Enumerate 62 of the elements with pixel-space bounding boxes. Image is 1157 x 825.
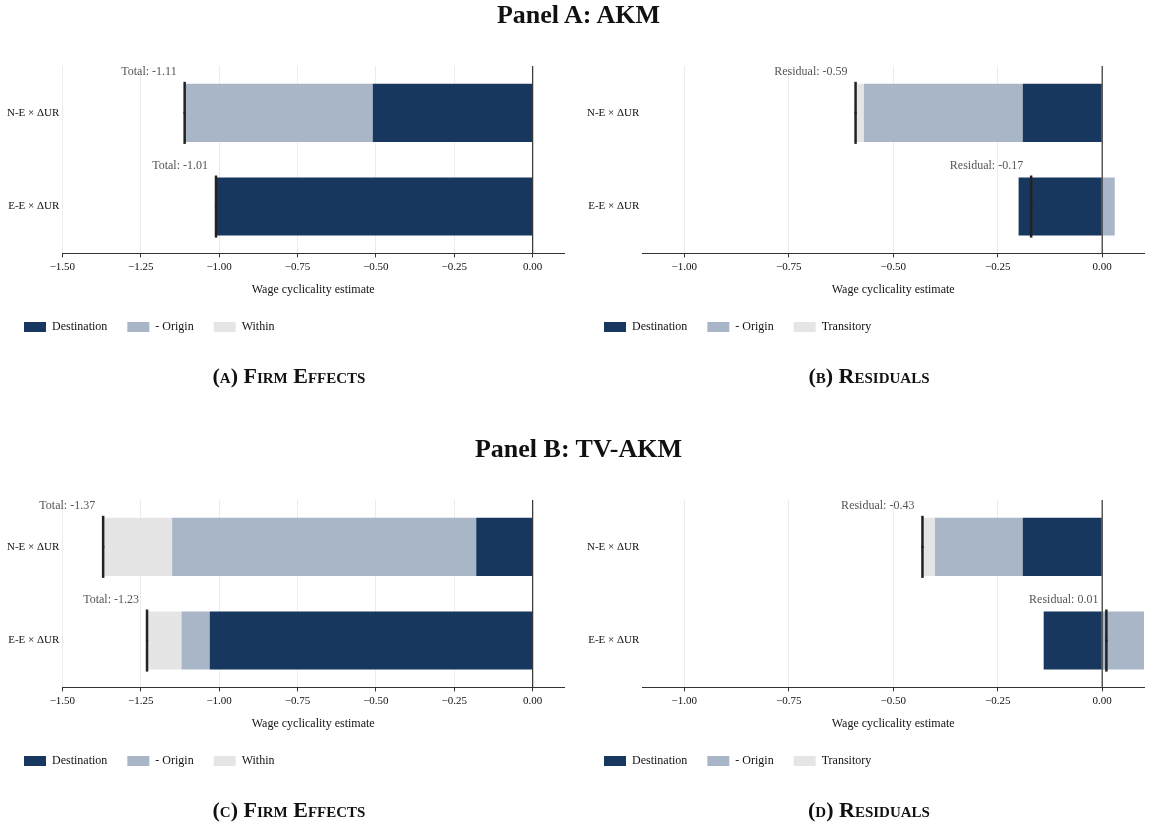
annotation: Residual: -0.43: [841, 497, 915, 512]
legend-label: - Origin: [155, 319, 194, 334]
x-tick-label: 0.00: [1092, 693, 1113, 706]
x-axis-title: Wage cyclicality estimate: [831, 281, 955, 296]
text: (d) Residuals: [807, 797, 931, 823]
x-tick-label: 0.00: [523, 259, 543, 272]
legend-label: - Origin: [155, 753, 194, 768]
x-tick-label: 0.00: [1092, 259, 1113, 272]
legend-label: Within: [241, 319, 275, 334]
y-tick-label: N-E × ΔUR: [6, 539, 61, 552]
text: (a) Firm Effects: [211, 363, 367, 389]
x-tick-label: −0.25: [441, 693, 468, 706]
x-axis-title: Wage cyclicality estimate: [251, 715, 375, 730]
y-tick-label: N-E × ΔUR: [586, 539, 641, 552]
y-tick-label: E-E × ΔUR: [8, 633, 61, 646]
x-tick-label: −1.00: [206, 693, 233, 706]
legend-label: Within: [241, 753, 275, 768]
x-tick-label: −0.50: [363, 259, 390, 272]
x-tick-label: −0.75: [775, 693, 802, 706]
legend-label: Destination: [632, 753, 688, 768]
x-tick-label: −1.25: [128, 693, 154, 706]
x-tick-label: −0.25: [984, 259, 1011, 272]
y-tick-label: E-E × ΔUR: [588, 199, 641, 212]
legend-label: - Origin: [735, 753, 774, 768]
x-tick-label: 0.00: [523, 693, 543, 706]
legend-label: - Origin: [735, 319, 774, 334]
y-tick-label: N-E × ΔUR: [586, 105, 641, 118]
x-tick-label: −1.50: [49, 259, 76, 272]
x-tick-label: −0.50: [363, 693, 390, 706]
x-tick-label: −0.25: [984, 693, 1011, 706]
annotation: Total: -1.23: [83, 591, 140, 606]
x-axis-title: Wage cyclicality estimate: [251, 281, 375, 296]
chart-title: Panel B: TV-AKM: [474, 434, 683, 464]
text: (b) Residuals: [807, 363, 931, 389]
x-tick-label: −0.75: [775, 259, 802, 272]
annotation: Total: -1.01: [152, 157, 208, 172]
x-tick-label: −1.00: [671, 259, 698, 272]
chart-title: Panel A: AKM: [495, 0, 662, 30]
x-tick-label: −1.00: [206, 259, 233, 272]
x-tick-label: −1.00: [671, 693, 698, 706]
legend-label: Destination: [52, 753, 108, 768]
x-tick-label: −0.50: [880, 693, 907, 706]
y-tick-label: E-E × ΔUR: [8, 199, 61, 212]
annotation: Total: -1.37: [39, 497, 96, 512]
x-tick-label: −0.25: [441, 259, 468, 272]
text: (c) Firm Effects: [211, 797, 367, 823]
x-axis-title: Wage cyclicality estimate: [831, 715, 955, 730]
annotation: Residual: -0.59: [774, 63, 848, 78]
legend-label: Destination: [632, 319, 688, 334]
legend-label: Transitory: [821, 319, 872, 334]
annotation: Total: -1.11: [121, 63, 177, 78]
legend-label: Destination: [52, 319, 108, 334]
y-tick-label: N-E × ΔUR: [6, 105, 61, 118]
annotation: Residual: -0.17: [949, 157, 1024, 172]
x-tick-label: −0.75: [284, 259, 311, 272]
x-tick-label: −1.25: [128, 259, 154, 272]
y-tick-label: E-E × ΔUR: [588, 633, 641, 646]
x-tick-label: −0.75: [284, 693, 311, 706]
x-tick-label: −1.50: [49, 693, 76, 706]
annotation: Residual: 0.01: [1029, 591, 1099, 606]
x-tick-label: −0.50: [880, 259, 907, 272]
legend-label: Transitory: [821, 753, 872, 768]
